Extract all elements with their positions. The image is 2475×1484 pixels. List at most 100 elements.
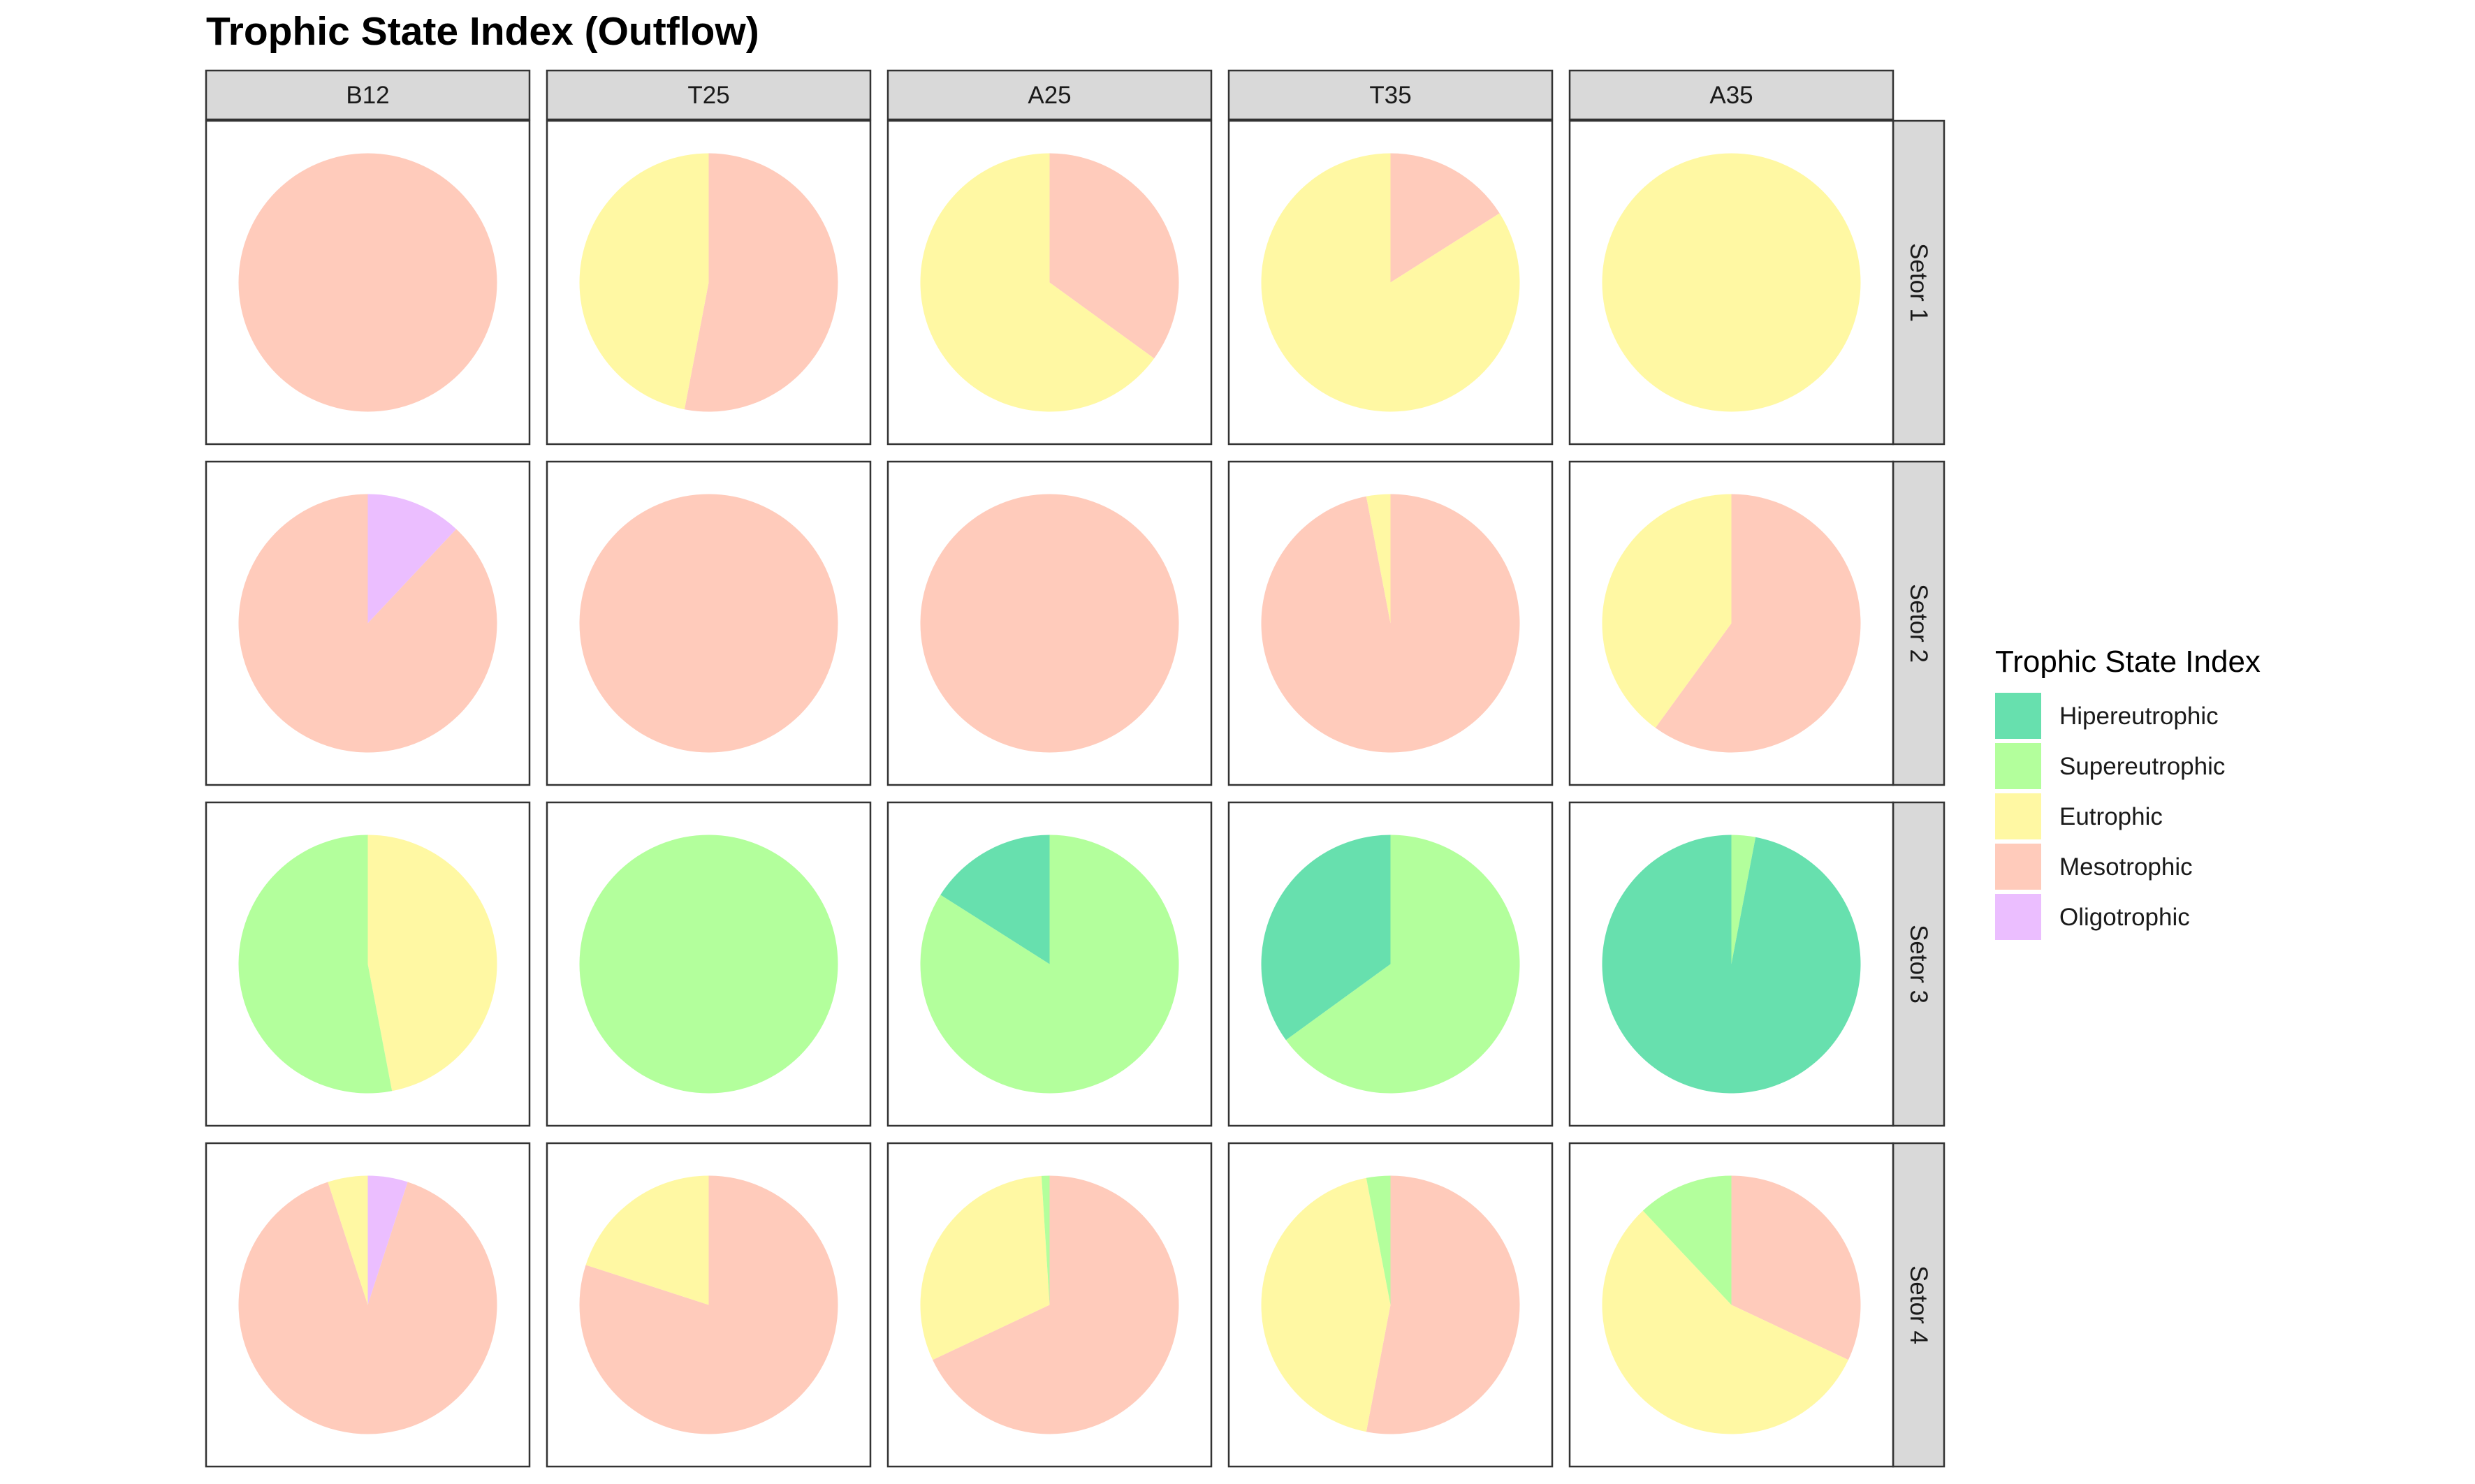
legend-title: Trophic State Index	[1995, 645, 2261, 679]
column-strip-bg	[1227, 69, 1554, 121]
pie-slice-eutrophic	[1261, 1177, 1391, 1432]
legend: Trophic State Index Hipereutrophic Supere…	[1995, 645, 2261, 940]
row-strip: Setor 4	[1892, 1142, 1945, 1468]
pie-panel	[1568, 801, 1894, 1127]
legend-swatch	[1995, 743, 2041, 789]
pie-panel	[1227, 119, 1554, 446]
column-strip-label: A35	[1709, 82, 1753, 109]
pie-slice-eutrophic	[328, 1175, 368, 1305]
pie-slice-mesotrophic	[920, 494, 1179, 753]
pie-panel	[546, 460, 872, 786]
pie-slice-mesotrophic	[1655, 494, 1861, 753]
pie-panel	[546, 119, 872, 446]
pie-panel	[886, 1142, 1213, 1468]
pie-slice-supereutrophic	[1731, 835, 1756, 964]
pie-panel	[1568, 1142, 1894, 1468]
column-strip: B12	[205, 69, 531, 121]
column-strip-bg	[546, 69, 872, 121]
row-strip-label: Setor 4	[1905, 1265, 1932, 1344]
column-strip-label: T35	[1369, 82, 1411, 109]
column-strip-label: B12	[346, 82, 389, 109]
pie-slice-eutrophic	[1602, 1210, 1848, 1434]
pie-slice-mesotrophic	[238, 153, 497, 412]
pie-slice-mesotrophic	[933, 1175, 1179, 1434]
pie-slice-mesotrophic	[684, 153, 838, 412]
pie-slice-supereutrophic	[1642, 1175, 1732, 1305]
pie-panel	[886, 460, 1213, 786]
pie-panel	[1227, 460, 1554, 786]
pie-slice-supereutrophic	[238, 835, 393, 1094]
pie-slice-mesotrophic	[1731, 1175, 1861, 1360]
column-strip: T35	[1227, 69, 1554, 121]
pie-panel	[1227, 801, 1554, 1127]
legend-label: Hipereutrophic	[2059, 703, 2219, 730]
pie-slice-eutrophic	[585, 1175, 709, 1305]
legend-item: Supereutrophic	[1995, 743, 2225, 789]
pie-slice-eutrophic	[1366, 494, 1391, 624]
pie-slice-mesotrophic	[579, 494, 838, 753]
panels-grid: B12 T25 A25 T35 A35 Setor 1 Setor 2 Setor 3 Seto…	[205, 69, 1945, 1468]
pie-slice-eutrophic	[1602, 153, 1861, 412]
legend-item: Mesotrophic	[1995, 844, 2193, 890]
pie-slice-eutrophic	[579, 153, 709, 410]
pie-slice-mesotrophic	[1366, 1175, 1520, 1434]
pie-slice-mesotrophic	[1049, 153, 1179, 359]
pie-slice-eutrophic	[920, 153, 1155, 412]
pie-panel	[546, 1142, 872, 1468]
legend-swatch	[1995, 894, 2041, 940]
pie-slice-mesotrophic	[238, 1182, 497, 1434]
pie-panel	[1568, 460, 1894, 786]
pie-slice-supereutrophic	[1285, 835, 1520, 1094]
pie-slice-mesotrophic	[1390, 153, 1500, 283]
pie-panel	[205, 801, 531, 1127]
pie-panel	[886, 119, 1213, 446]
column-strip-bg	[205, 69, 531, 121]
legend-label: Supereutrophic	[2059, 753, 2225, 780]
column-strip-bg	[1568, 69, 1894, 121]
row-strip-label: Setor 2	[1905, 584, 1932, 663]
column-strip: A35	[1568, 69, 1894, 121]
column-strip-bg	[886, 69, 1213, 121]
column-strip: T25	[546, 69, 872, 121]
legend-item: Oligotrophic	[1995, 894, 2190, 940]
legend-label: Mesotrophic	[2059, 853, 2193, 881]
legend-label: Oligotrophic	[2059, 904, 2190, 931]
row-strip: Setor 2	[1892, 460, 1945, 786]
row-strip: Setor 1	[1892, 119, 1945, 446]
legend-swatch	[1995, 793, 2041, 839]
pie-slice-hipereutrophic	[1602, 835, 1861, 1094]
legend-label: Eutrophic	[2059, 803, 2163, 830]
pie-slice-eutrophic	[1261, 153, 1520, 412]
row-strip: Setor 3	[1892, 801, 1945, 1127]
pie-slice-supereutrophic	[1366, 1175, 1391, 1305]
pie-slice-mesotrophic	[238, 494, 497, 753]
legend-swatch	[1995, 693, 2041, 739]
pie-panel	[546, 801, 872, 1127]
pie-panel	[205, 460, 531, 786]
pie-panel	[1227, 1142, 1554, 1468]
column-strip-label: A25	[1028, 82, 1071, 109]
legend-swatch	[1995, 844, 2041, 890]
pie-slice-oligotrophic	[367, 494, 457, 624]
column-strip: A25	[886, 69, 1213, 121]
row-strip-bg	[1892, 460, 1945, 786]
legend-item: Hipereutrophic	[1995, 693, 2219, 739]
pie-slice-hipereutrophic	[1261, 835, 1391, 1041]
column-strip-label: T25	[687, 82, 729, 109]
pie-slice-oligotrophic	[367, 1175, 408, 1305]
pie-panel	[1568, 119, 1894, 446]
pie-slice-eutrophic	[367, 835, 497, 1092]
pie-panel	[205, 1142, 531, 1468]
pie-slice-supereutrophic	[920, 835, 1179, 1094]
chart-title: Trophic State Index (Outflow)	[206, 9, 759, 54]
row-strip-label: Setor 3	[1905, 925, 1932, 1004]
pie-slice-supereutrophic	[579, 835, 838, 1094]
pie-slice-mesotrophic	[579, 1175, 838, 1434]
pie-slice-eutrophic	[1602, 494, 1732, 728]
row-strip-label: Setor 1	[1905, 243, 1932, 322]
pie-panel	[205, 119, 531, 446]
pie-slice-eutrophic	[920, 1175, 1050, 1360]
pie-panel	[886, 801, 1213, 1127]
pie-slice-supereutrophic	[1041, 1175, 1050, 1305]
